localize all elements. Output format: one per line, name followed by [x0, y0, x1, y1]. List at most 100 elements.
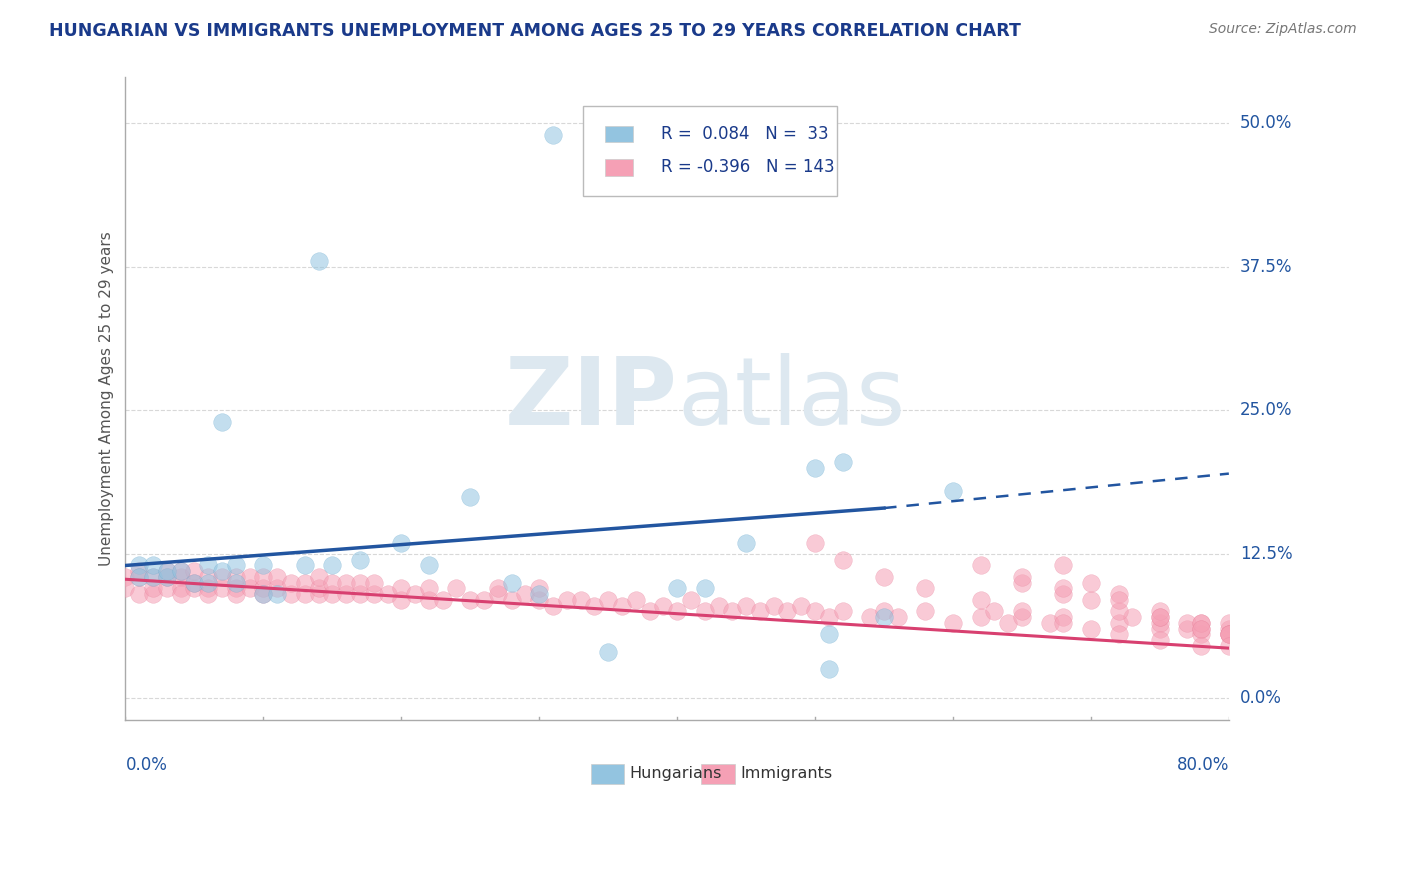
Point	[252, 558, 274, 573]
Point	[1108, 627, 1130, 641]
Point	[377, 587, 399, 601]
Point	[638, 604, 661, 618]
Point	[197, 558, 219, 573]
Point	[1218, 639, 1240, 653]
Point	[735, 535, 758, 549]
Point	[211, 582, 233, 596]
Point	[169, 587, 191, 601]
Point	[418, 593, 440, 607]
Point	[721, 604, 744, 618]
Point	[1149, 610, 1171, 624]
Point	[762, 599, 785, 613]
Point	[1189, 627, 1212, 641]
Point	[804, 604, 827, 618]
Point	[1052, 615, 1074, 630]
Point	[418, 558, 440, 573]
Point	[555, 593, 578, 607]
Text: ZIP: ZIP	[505, 353, 678, 445]
Point	[128, 570, 150, 584]
Point	[128, 558, 150, 573]
Point	[183, 575, 205, 590]
Point	[294, 558, 316, 573]
Point	[1080, 575, 1102, 590]
Point	[335, 575, 357, 590]
Point	[831, 455, 853, 469]
Point	[349, 552, 371, 566]
Point	[211, 564, 233, 578]
Point	[1218, 615, 1240, 630]
FancyBboxPatch shape	[606, 160, 633, 176]
Text: 12.5%: 12.5%	[1240, 545, 1292, 563]
Point	[818, 662, 841, 676]
Text: Immigrants: Immigrants	[740, 766, 832, 781]
Text: R =  0.084   N =  33: R = 0.084 N = 33	[661, 125, 828, 143]
Point	[997, 615, 1019, 630]
Point	[363, 575, 385, 590]
Point	[831, 604, 853, 618]
Point	[252, 587, 274, 601]
Point	[183, 564, 205, 578]
Point	[446, 582, 468, 596]
Point	[693, 582, 716, 596]
FancyBboxPatch shape	[702, 764, 734, 783]
Point	[1149, 622, 1171, 636]
Point	[197, 587, 219, 601]
Point	[1218, 627, 1240, 641]
Point	[1149, 610, 1171, 624]
Point	[128, 570, 150, 584]
Point	[225, 570, 247, 584]
Point	[404, 587, 426, 601]
Point	[225, 575, 247, 590]
Point	[211, 570, 233, 584]
Point	[501, 575, 523, 590]
Point	[1108, 587, 1130, 601]
Point	[818, 627, 841, 641]
Point	[432, 593, 454, 607]
Point	[308, 254, 330, 268]
Point	[983, 604, 1005, 618]
Point	[1052, 582, 1074, 596]
Point	[252, 570, 274, 584]
Point	[1108, 604, 1130, 618]
Point	[873, 610, 896, 624]
Y-axis label: Unemployment Among Ages 25 to 29 years: Unemployment Among Ages 25 to 29 years	[100, 232, 114, 566]
Point	[693, 604, 716, 618]
Point	[308, 582, 330, 596]
Point	[389, 535, 412, 549]
Point	[389, 593, 412, 607]
Point	[1052, 558, 1074, 573]
Point	[1052, 587, 1074, 601]
Point	[335, 587, 357, 601]
Point	[225, 558, 247, 573]
Point	[969, 593, 991, 607]
Point	[529, 582, 551, 596]
Point	[1052, 610, 1074, 624]
Point	[169, 582, 191, 596]
Point	[666, 604, 689, 618]
Point	[873, 570, 896, 584]
Point	[418, 582, 440, 596]
Point	[197, 582, 219, 596]
Point	[1218, 622, 1240, 636]
Point	[280, 575, 302, 590]
Text: HUNGARIAN VS IMMIGRANTS UNEMPLOYMENT AMONG AGES 25 TO 29 YEARS CORRELATION CHART: HUNGARIAN VS IMMIGRANTS UNEMPLOYMENT AMO…	[49, 22, 1021, 40]
Point	[598, 593, 620, 607]
Text: 0.0%: 0.0%	[1240, 689, 1282, 706]
Point	[1108, 615, 1130, 630]
Point	[610, 599, 633, 613]
Point	[569, 593, 592, 607]
Point	[321, 575, 343, 590]
Point	[969, 558, 991, 573]
Text: Source: ZipAtlas.com: Source: ZipAtlas.com	[1209, 22, 1357, 37]
Point	[252, 587, 274, 601]
Text: 80.0%: 80.0%	[1177, 756, 1229, 774]
Point	[1080, 593, 1102, 607]
Point	[1189, 615, 1212, 630]
Point	[1011, 604, 1033, 618]
Point	[1011, 575, 1033, 590]
FancyBboxPatch shape	[583, 106, 837, 196]
Text: atlas: atlas	[678, 353, 905, 445]
Point	[142, 582, 165, 596]
Point	[541, 128, 564, 142]
FancyBboxPatch shape	[591, 764, 624, 783]
